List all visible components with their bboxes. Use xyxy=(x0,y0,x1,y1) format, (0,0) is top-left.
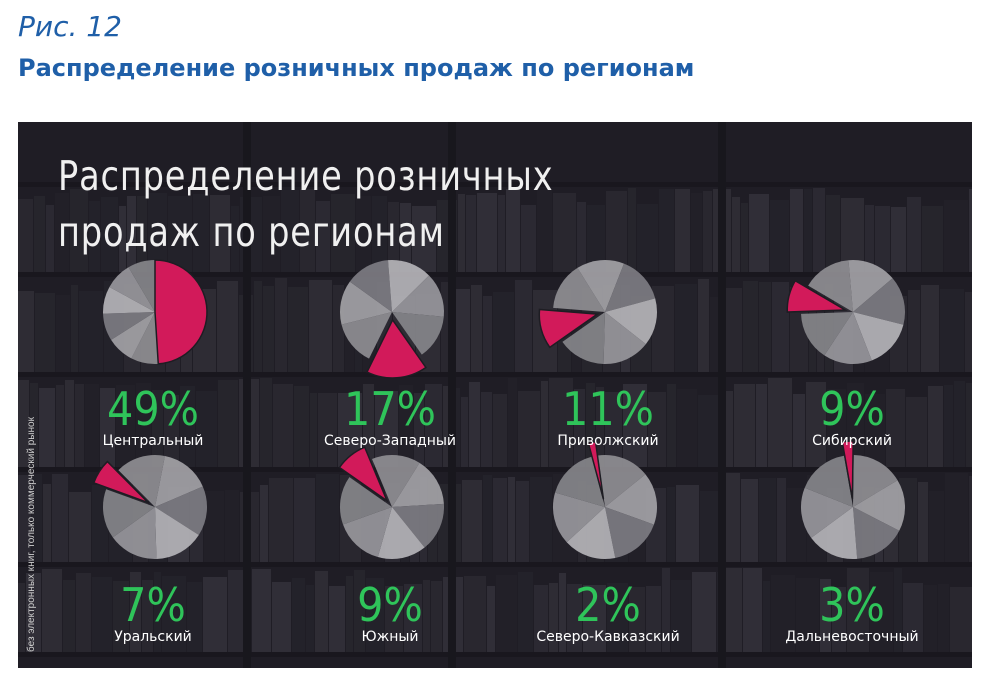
region-pie xyxy=(553,440,657,559)
pie-rest-slice xyxy=(109,267,155,312)
region-item: 9% Сибирский xyxy=(752,384,952,450)
pie-rest-slice xyxy=(118,455,165,507)
pie-rest-slice xyxy=(555,456,605,507)
percent-label: 11% xyxy=(561,382,655,436)
pie-rest-slice xyxy=(388,260,430,312)
pie-rest-slice xyxy=(111,312,155,359)
pie-rest-slice xyxy=(853,455,898,507)
pie-rest-slice xyxy=(577,260,624,312)
percent-label: 3% xyxy=(819,578,885,632)
region-pie xyxy=(338,446,445,559)
region-name: Южный xyxy=(361,629,419,645)
pie-rest-slice xyxy=(392,462,444,507)
pie-rest-slice xyxy=(155,486,207,536)
pie-rest-slice xyxy=(605,507,654,558)
region-item: 49% Центральный xyxy=(53,384,253,450)
pie-rest-slice xyxy=(341,312,392,359)
region-name: Северо-Западный xyxy=(323,433,457,449)
region-item: 11% Приволжский xyxy=(508,384,708,450)
percent-label: 9% xyxy=(819,382,885,436)
pie-rest-slice xyxy=(853,507,900,559)
pie-rest-slice xyxy=(605,474,657,525)
pie-region-slice xyxy=(786,279,848,313)
pie-rest-slice xyxy=(340,281,392,325)
pie-rest-slice xyxy=(808,260,853,312)
panel-title-line1: Распределение розничных xyxy=(58,152,554,200)
pie-rest-slice xyxy=(128,260,155,312)
pie-rest-slice xyxy=(131,312,159,364)
pie-rest-slice xyxy=(801,312,853,356)
pie-rest-slice xyxy=(155,507,199,559)
region-item: 3% Дальневосточный xyxy=(752,580,952,646)
figure-title: Распределение розничных продаж по регион… xyxy=(18,54,695,82)
pie-region-slice xyxy=(841,440,854,500)
source-note: без электронных книг, только коммерчески… xyxy=(26,417,37,652)
pie-rest-slice xyxy=(848,260,893,312)
pie-rest-slice xyxy=(103,489,155,538)
percent-label: 17% xyxy=(343,382,437,436)
pie-rest-slice xyxy=(553,492,605,543)
percent-label: 7% xyxy=(120,578,186,632)
pie-rest-slice xyxy=(811,507,858,559)
region-pie xyxy=(801,440,905,559)
percent-label: 2% xyxy=(575,578,641,632)
pie-region-slice xyxy=(92,460,149,504)
pie-rest-slice xyxy=(853,480,905,531)
region-name: Центральный xyxy=(102,433,204,449)
pie-rest-slice xyxy=(112,507,157,559)
pie-region-slice xyxy=(587,440,605,500)
panel-title-line2: продаж по регионам xyxy=(58,208,445,256)
pie-rest-slice xyxy=(553,267,605,312)
pie-rest-slice xyxy=(372,455,420,507)
region-name: Северо-Кавказский xyxy=(536,629,680,645)
pie-rest-slice xyxy=(804,455,853,507)
region-item: 7% Уральский xyxy=(53,580,253,646)
pie-rest-slice xyxy=(824,312,872,364)
region-item: 17% Северо-Западный xyxy=(290,384,490,450)
region-name: Уральский xyxy=(114,629,192,645)
panel-title: Распределение розничных продаж по регион… xyxy=(58,148,553,260)
chart-panel: Распределение розничных продаж по регион… xyxy=(18,122,972,668)
pie-rest-slice xyxy=(103,286,155,314)
region-pie xyxy=(786,260,905,364)
pie-rest-slice xyxy=(562,312,605,364)
pie-rest-slice xyxy=(566,507,616,559)
pie-rest-slice xyxy=(155,455,203,507)
region-pie xyxy=(340,260,444,379)
region-name: Приволжский xyxy=(557,433,659,449)
region-name: Сибирский xyxy=(812,433,892,449)
region-name: Дальневосточный xyxy=(785,629,919,645)
region-item: 9% Южный xyxy=(290,580,490,646)
pie-rest-slice xyxy=(605,298,657,345)
pie-region-slice xyxy=(538,308,600,349)
darkening-overlay xyxy=(18,122,972,668)
pie-rest-slice xyxy=(103,312,155,340)
pie-rest-slice xyxy=(605,263,656,312)
percent-label: 49% xyxy=(106,382,200,436)
pie-rest-slice xyxy=(853,312,904,361)
pie-rest-slice xyxy=(597,455,646,507)
pie-rest-slice xyxy=(392,312,444,355)
pie-rest-slice xyxy=(377,507,425,559)
region-pie xyxy=(103,259,208,365)
region-pie xyxy=(92,455,207,559)
pie-rest-slice xyxy=(392,275,444,317)
pie-rest-slice xyxy=(340,477,392,525)
figure-label: Рис. 12 xyxy=(18,10,122,43)
region-pie xyxy=(538,260,657,364)
pie-rest-slice xyxy=(853,278,905,325)
pie-rest-slice xyxy=(349,260,392,312)
pie-rest-slice xyxy=(603,312,646,364)
pie-region-slice xyxy=(338,446,389,503)
region-item: 2% Северо-Кавказский xyxy=(508,580,708,646)
pie-region-slice xyxy=(366,318,427,379)
pie-rest-slice xyxy=(801,487,853,538)
pie-region-slice xyxy=(154,259,208,365)
pie-rest-slice xyxy=(392,503,445,548)
percent-label: 9% xyxy=(357,578,423,632)
pie-charts xyxy=(92,259,905,559)
pie-rest-slice xyxy=(343,507,392,558)
